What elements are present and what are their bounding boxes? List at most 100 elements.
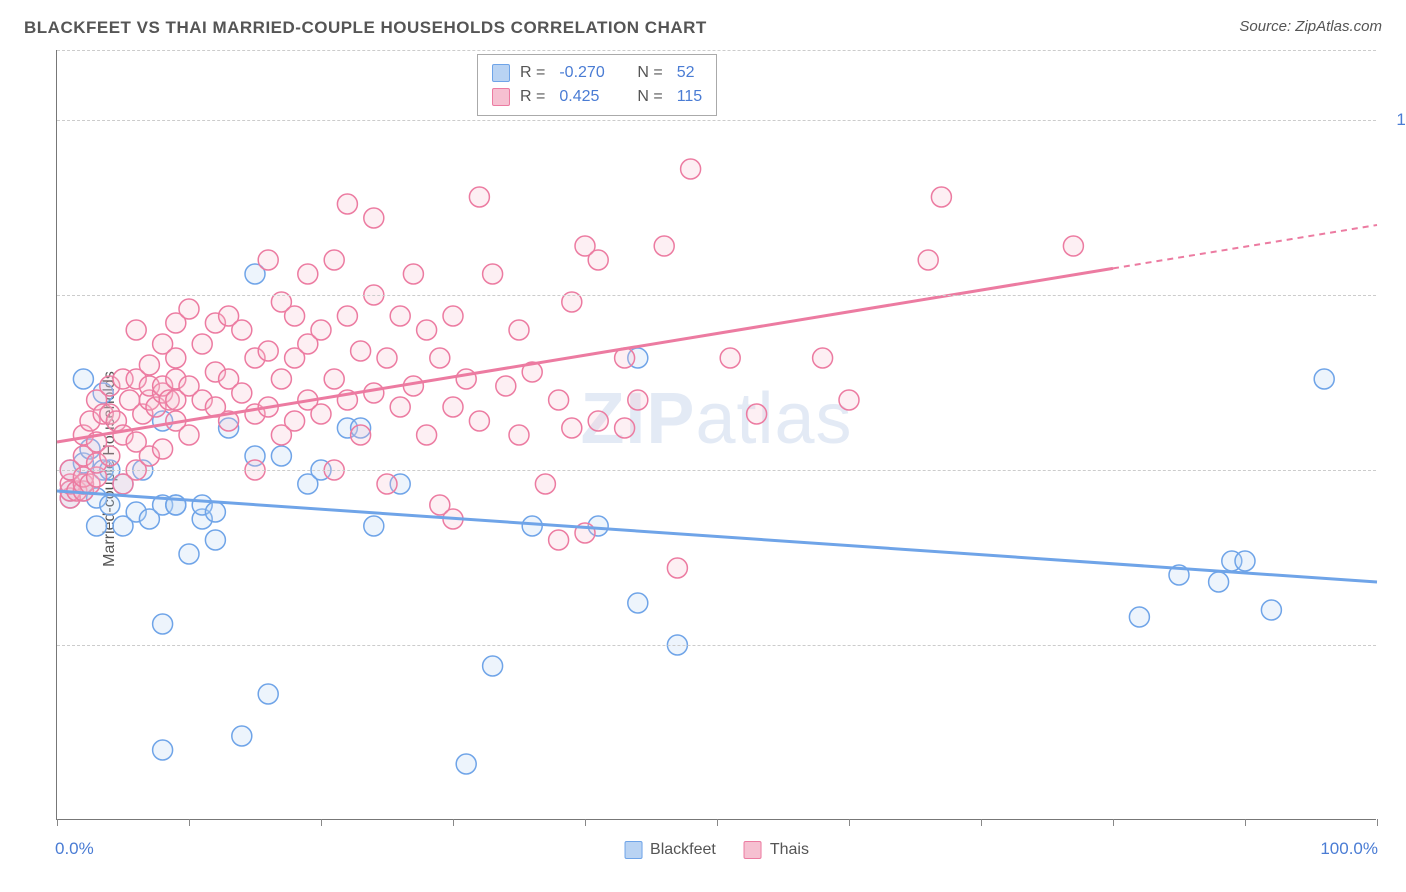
thais-point <box>351 425 371 445</box>
thais-point <box>311 320 331 340</box>
x-tick <box>453 819 454 826</box>
thais-point <box>232 320 252 340</box>
thais-point <box>324 369 344 389</box>
blackfeet-point <box>100 495 120 515</box>
y-tick-label: 25.0% <box>1382 635 1406 655</box>
thais-point <box>100 446 120 466</box>
thais-point <box>153 439 173 459</box>
blackfeet-point <box>483 656 503 676</box>
thais-trendline-dash <box>1113 225 1377 268</box>
legend-label: Blackfeet <box>650 841 716 859</box>
thais-point <box>562 418 582 438</box>
thais-point <box>179 425 199 445</box>
blackfeet-point <box>179 544 199 564</box>
blackfeet-point <box>456 754 476 774</box>
thais-point <box>443 397 463 417</box>
source-prefix: Source: <box>1239 18 1295 35</box>
thais-point <box>390 397 410 417</box>
series-legend: Blackfeet Thais <box>624 841 809 859</box>
blackfeet-point <box>1261 600 1281 620</box>
thais-point <box>588 250 608 270</box>
thais-point <box>839 390 859 410</box>
blackfeet-swatch-icon <box>624 841 642 859</box>
blackfeet-point <box>73 369 93 389</box>
thais-point <box>311 404 331 424</box>
thais-point <box>403 264 423 284</box>
thais-swatch-icon <box>744 841 762 859</box>
y-tick-label: 50.0% <box>1382 460 1406 480</box>
thais-point <box>166 348 186 368</box>
r-value: 0.425 <box>559 85 615 109</box>
thais-point <box>813 348 833 368</box>
thais-point <box>417 425 437 445</box>
n-label: N = <box>637 61 662 85</box>
thais-point <box>337 306 357 326</box>
thais-point <box>351 341 371 361</box>
thais-point <box>549 530 569 550</box>
gridline-h <box>57 120 1376 121</box>
source-name: ZipAtlas.com <box>1295 18 1382 35</box>
thais-point <box>535 474 555 494</box>
thais-point <box>681 159 701 179</box>
blackfeet-point <box>205 530 225 550</box>
blackfeet-point <box>1129 607 1149 627</box>
n-value: 52 <box>677 61 695 85</box>
thais-point <box>931 187 951 207</box>
thais-point <box>298 264 318 284</box>
r-value: -0.270 <box>559 61 615 85</box>
thais-point <box>456 369 476 389</box>
chart-source: Source: ZipAtlas.com <box>1239 18 1382 35</box>
thais-point <box>588 411 608 431</box>
gridline-h <box>57 295 1376 296</box>
thais-point <box>469 187 489 207</box>
blackfeet-point <box>271 446 291 466</box>
thais-point <box>377 348 397 368</box>
thais-point <box>628 390 648 410</box>
x-tick <box>717 819 718 826</box>
thais-point <box>337 194 357 214</box>
plot-area: ZIPatlas R =-0.270N =52R =0.425N =115 0.… <box>56 50 1376 820</box>
thais-point <box>324 250 344 270</box>
legend-label: Thais <box>770 841 809 859</box>
blackfeet-point <box>153 614 173 634</box>
blackfeet-point <box>232 726 252 746</box>
thais-point <box>285 306 305 326</box>
gridline-h <box>57 645 1376 646</box>
thais-point <box>496 376 516 396</box>
x-tick <box>585 819 586 826</box>
x-tick <box>981 819 982 826</box>
stats-legend-box: R =-0.270N =52R =0.425N =115 <box>477 54 717 116</box>
chart-header: BLACKFEET VS THAI MARRIED-COUPLE HOUSEHO… <box>0 0 1406 46</box>
thais-point <box>469 411 489 431</box>
chart-title: BLACKFEET VS THAI MARRIED-COUPLE HOUSEHO… <box>24 18 707 38</box>
thais-point <box>747 404 767 424</box>
chart-container: Married-couple Households ZIPatlas R =-0… <box>18 50 1388 888</box>
thais-point <box>285 411 305 431</box>
x-tick <box>321 819 322 826</box>
blackfeet-point <box>153 740 173 760</box>
thais-point <box>364 208 384 228</box>
blackfeet-point <box>1209 572 1229 592</box>
blackfeet-point <box>628 593 648 613</box>
thais-point <box>417 320 437 340</box>
x-tick <box>849 819 850 826</box>
y-tick-label: 100.0% <box>1382 110 1406 130</box>
thais-point <box>483 264 503 284</box>
thais-point <box>443 306 463 326</box>
thais-point <box>192 334 212 354</box>
blackfeet-point <box>522 516 542 536</box>
scatter-svg <box>57 50 1376 819</box>
thais-point <box>390 306 410 326</box>
thais-point <box>720 348 740 368</box>
stats-legend-row-blackfeet: R =-0.270N =52 <box>492 61 702 85</box>
n-label: N = <box>637 85 662 109</box>
thais-point <box>430 348 450 368</box>
stats-legend-row-thais: R =0.425N =115 <box>492 85 702 109</box>
thais-point <box>509 425 529 445</box>
thais-point <box>126 320 146 340</box>
legend-item-blackfeet: Blackfeet <box>624 841 716 859</box>
thais-point <box>1063 236 1083 256</box>
blackfeet-point <box>258 684 278 704</box>
thais-point <box>918 250 938 270</box>
x-tick <box>1245 819 1246 826</box>
